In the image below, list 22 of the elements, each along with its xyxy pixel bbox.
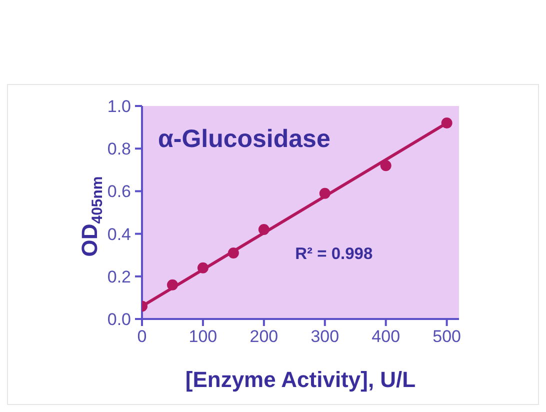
x-tick-label: 100 — [188, 327, 218, 346]
y-tick-label: 0.6 — [107, 182, 131, 202]
y-tick-label: 0.8 — [107, 140, 131, 159]
point — [258, 224, 270, 236]
x-tick-label: 200 — [250, 327, 278, 346]
point — [166, 279, 178, 290]
x-tick-label: 500 — [432, 327, 461, 346]
y-tick-label: 0.2 — [107, 267, 131, 286]
x-tick-label: 300 — [310, 327, 340, 346]
y-tick-label: 1.0 — [107, 97, 131, 116]
x-tick-label: 400 — [372, 327, 400, 346]
point — [197, 262, 208, 274]
x-axis-title: [Enzyme Activity], U/L — [185, 366, 416, 392]
point — [380, 160, 392, 172]
x-tick-label: 0 — [137, 327, 147, 346]
y-tick-label: 0.0 — [107, 310, 131, 330]
point — [319, 188, 330, 199]
point — [228, 247, 239, 258]
annotation: R² = 0.998 — [295, 245, 373, 264]
text: α-Glucosidase — [158, 125, 330, 153]
point — [441, 118, 452, 129]
y-tick-label: 0.4 — [107, 224, 131, 244]
